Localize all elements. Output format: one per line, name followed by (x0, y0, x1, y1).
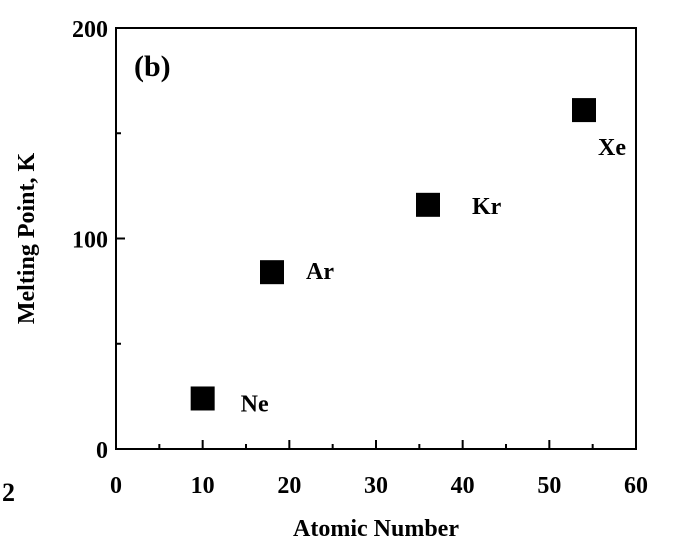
x-tick-label: 60 (624, 473, 648, 499)
x-tick-label: 30 (364, 473, 388, 499)
x-tick-label: 10 (191, 473, 215, 499)
data-point-ar (260, 260, 284, 285)
y-axis-title: Melting Point, K (14, 153, 40, 325)
data-points (190, 98, 596, 411)
x-axis-title: Atomic Number (293, 516, 459, 542)
data-point-xe (572, 98, 596, 123)
axis-ticks (115, 27, 637, 450)
data-point-ne (190, 386, 215, 411)
point-label-kr: Kr (472, 194, 502, 220)
point-label-xe: Xe (598, 135, 626, 161)
point-label-ne: Ne (241, 391, 269, 417)
plot-frame (115, 27, 637, 450)
point-labels: Ne Ar Kr Xe (241, 135, 627, 417)
x-tick-label: 20 (277, 473, 301, 499)
stray-mark: 2 (2, 478, 15, 507)
point-label-ar: Ar (306, 259, 334, 285)
panel-label: (b) (134, 50, 171, 83)
y-tick-label: 100 (72, 228, 108, 254)
x-tick-label: 0 (110, 473, 122, 499)
x-tick-label: 40 (451, 473, 475, 499)
tick-labels: 0 10 20 30 40 50 60 0 100 200 (72, 17, 648, 499)
y-tick-label: 0 (96, 438, 108, 464)
x-tick-label: 50 (537, 473, 561, 499)
y-tick-label: 200 (72, 17, 108, 43)
data-point-kr (416, 192, 440, 217)
